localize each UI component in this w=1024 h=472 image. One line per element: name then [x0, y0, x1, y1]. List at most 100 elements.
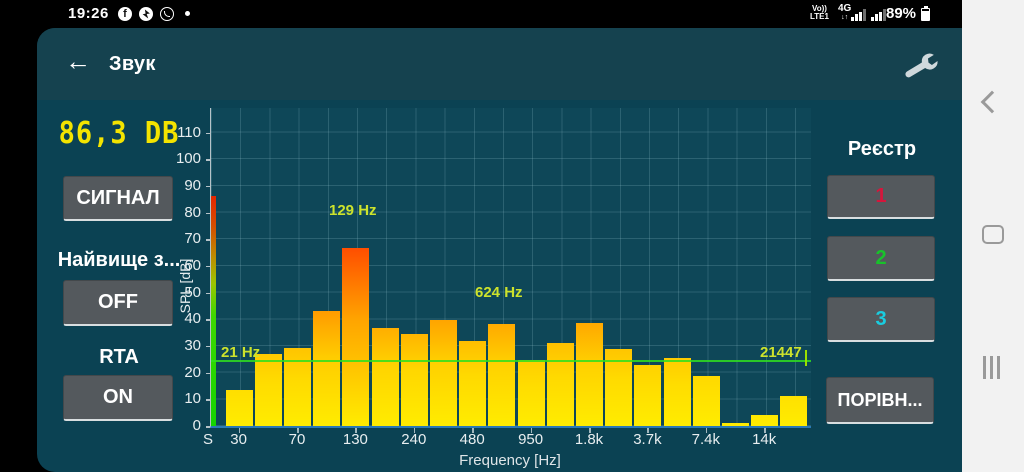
chart-bar — [400, 334, 428, 426]
y-tick-label: 90 — [184, 176, 201, 194]
spectrum-plot[interactable]: 21 Hz 129 Hz 624 Hz 21447 — [210, 108, 811, 428]
current-spl-bar — [211, 195, 216, 426]
y-tick-mark — [206, 399, 210, 401]
clock: 19:26 — [68, 5, 109, 22]
y-tick-label: 110 — [177, 123, 201, 141]
x-tick-label: S — [202, 431, 214, 448]
chart-bar — [722, 423, 749, 426]
x-tick-mark — [238, 428, 241, 433]
register-3-button[interactable]: 3 — [827, 297, 935, 342]
x-tick-mark — [705, 428, 708, 433]
signal-button[interactable]: СИГНАЛ — [63, 176, 173, 221]
battery-icon — [921, 6, 930, 21]
y-tick-mark — [206, 132, 210, 135]
y-tick-label: 20 — [184, 363, 201, 381]
chart-bar — [284, 347, 311, 426]
chart-bar — [517, 360, 545, 426]
y-tick-mark — [206, 372, 210, 375]
x-tick-label: 240 — [401, 431, 427, 448]
y-axis-labels: 0 10 20 30 40 50 60 70 80 90 100 110 — [155, 108, 205, 434]
app-window: ← Звук 86,3 DB СИГНАЛ Найвище з... OFF R… — [37, 28, 962, 472]
chart-annotation: 21447 — [760, 344, 802, 361]
x-tick-label: 70 — [288, 431, 306, 448]
chart-bar — [459, 341, 487, 426]
page-title: Звук — [109, 53, 156, 75]
highest-toggle-button[interactable]: OFF — [63, 280, 173, 326]
chart-bar — [546, 343, 574, 426]
messenger-notification-icon — [139, 7, 153, 21]
x-tick-mark — [764, 428, 766, 433]
chart-bar — [780, 396, 808, 426]
chart-bar — [488, 324, 516, 426]
y-tick-mark — [206, 159, 210, 161]
chart-bar — [313, 311, 341, 426]
y-tick-label: 70 — [184, 230, 201, 248]
back-button[interactable]: ← — [65, 46, 91, 76]
register-1-button[interactable]: 1 — [827, 175, 935, 219]
x-tick-mark — [355, 428, 357, 433]
nav-recents-icon[interactable] — [983, 356, 1000, 379]
chart-bar — [751, 415, 779, 426]
register-label: Реєстр — [847, 138, 917, 160]
x-tick-mark — [297, 428, 299, 433]
x-tick-mark — [589, 428, 591, 433]
highest-label: Найвище з... — [57, 249, 181, 271]
x-tick-label: 130 — [342, 431, 368, 448]
android-navigation-bar — [962, 0, 1024, 472]
register-2-button[interactable]: 2 — [827, 236, 935, 281]
chart-bar — [254, 354, 282, 426]
x-tick-label: 30 — [230, 431, 247, 448]
facebook-notification-icon: f — [118, 7, 132, 21]
rta-toggle-button[interactable]: ON — [63, 375, 173, 421]
y-tick-mark — [206, 239, 210, 241]
y-tick-label: 100 — [175, 150, 201, 168]
battery-percent: 89% — [886, 5, 917, 22]
nav-home-icon[interactable] — [982, 225, 1004, 244]
network-type-indicator: 4G ↓↑ — [838, 3, 852, 22]
y-tick-mark — [206, 292, 210, 295]
chart-bar — [371, 328, 399, 426]
chart-bar — [634, 364, 662, 426]
y-tick-mark — [206, 185, 210, 188]
x-tick-mark — [647, 428, 649, 433]
y-axis-title: SPL [dB] — [177, 258, 193, 314]
x-tick-mark — [472, 428, 474, 433]
y-tick-label: 30 — [184, 336, 201, 354]
chart-bar — [430, 319, 457, 426]
x-tick-label: 1.8k — [574, 431, 604, 448]
x-tick-label: 7.4k — [691, 431, 720, 448]
y-tick-label: 80 — [184, 203, 201, 221]
more-notifications-dot-icon — [185, 11, 190, 16]
chart-annotation: 129 Hz — [329, 202, 377, 219]
y-tick-mark — [206, 345, 210, 348]
x-axis-title: Frequency [Hz] — [459, 452, 561, 469]
x-tick-label: 14k — [752, 431, 777, 448]
y-tick-mark — [206, 319, 210, 321]
y-tick-label: 40 — [184, 310, 201, 328]
compare-button[interactable]: ПОРІВН... — [826, 377, 934, 424]
x-tick-label: 480 — [459, 431, 485, 448]
app-header: ← Звук — [37, 28, 962, 100]
peak-hold-line — [211, 360, 811, 362]
x-tick-label: 950 — [518, 431, 544, 448]
settings-wrench-icon[interactable] — [903, 48, 939, 84]
y-tick-mark — [206, 426, 210, 428]
chart-bar — [342, 248, 370, 426]
chart-bar — [225, 389, 253, 426]
signal-strength-icon-sim2 — [871, 9, 887, 21]
chart-bar — [663, 357, 691, 426]
y-tick-label: 0 — [192, 417, 201, 434]
chart-annotation: 21 Hz — [221, 344, 261, 361]
x-axis-labels: S 30 70 130 240 480 950 1.8k 3.7k 7.4k 14k — [203, 431, 820, 449]
y-tick-label: 10 — [184, 390, 201, 408]
viber-notification-icon — [160, 7, 174, 21]
volte-indicator: Vo)) LTE1 — [810, 4, 829, 21]
signal-strength-icon-sim1 — [851, 9, 867, 21]
chart-annotation: 624 Hz — [475, 284, 523, 301]
y-tick-label: 60 — [184, 256, 201, 274]
nav-back-icon[interactable] — [980, 90, 1004, 114]
y-tick-label: 50 — [184, 283, 201, 301]
peak-hold-end-marker — [805, 350, 807, 367]
spl-digital-readout: 86,3 DB — [58, 116, 180, 151]
status-bar: 19:26 f Vo)) LTE1 4G ↓↑ 89% — [0, 0, 962, 28]
